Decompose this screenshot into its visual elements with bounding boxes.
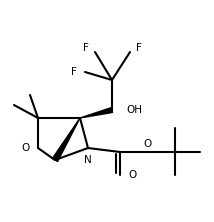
Text: O: O [128,170,136,180]
Polygon shape [52,118,80,162]
Text: F: F [83,43,89,53]
Text: OH: OH [126,105,142,115]
Text: N: N [84,155,92,165]
Text: F: F [136,43,142,53]
Polygon shape [80,108,113,118]
Text: O: O [144,139,152,149]
Text: F: F [71,67,77,77]
Text: O: O [22,143,30,153]
